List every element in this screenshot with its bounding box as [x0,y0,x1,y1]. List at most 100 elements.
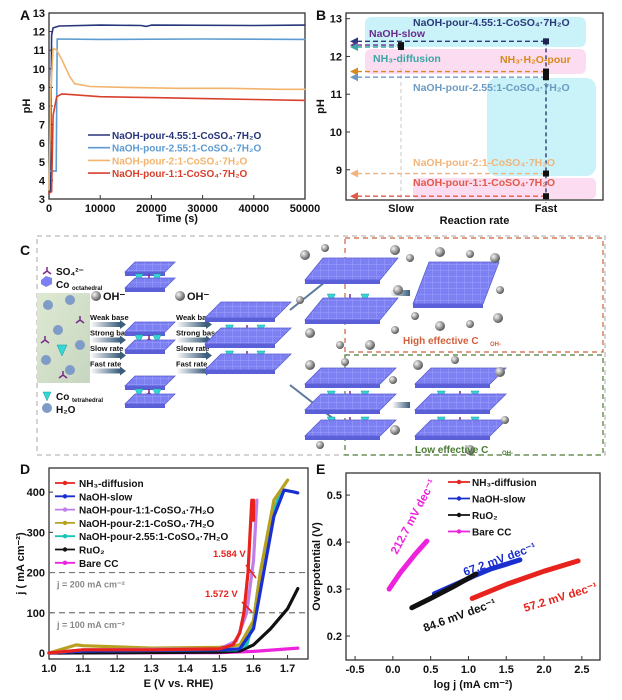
y-tick-label: 7 [39,120,45,132]
point-label: NaOH-pour-2:1-CoSO₄·7H₂O [413,157,555,169]
arrow-marker [350,169,358,178]
condition-label: Weak base [90,313,129,322]
co-tetrahedral-icon [152,334,162,345]
water-icon [75,340,85,350]
sulfate-icon [75,316,85,324]
hydroxide-sphere [493,313,503,323]
co-octahedral-layer [414,367,507,385]
layer-edge [205,344,275,348]
co-octahedral-layer [204,353,292,371]
condition-label: Slow rate [90,344,123,353]
panel-label-c: C [20,242,30,258]
x-tick-label: 1.3 [144,663,159,675]
x-tick-label: 1.4 [178,663,194,675]
legend-entry: NaOH-pour-2.55:1-CoSO₄·7H₂O [112,144,261,155]
arrow-head [206,351,212,360]
point-label: NaOH-pour-2.55:1-CoSO₄·7H₂O [413,82,570,94]
process-arrow [176,322,206,327]
co-octahedral-layer [124,261,176,273]
legend-entry: NaOH-pour-2:1-CoSO₄·7H₂O [79,519,215,530]
y-tick-label: 9 [336,165,342,177]
y-tick-label: 13 [330,14,342,26]
category-label: Slow [388,203,414,215]
legend-entry: Bare CC [472,528,511,539]
y-tick-label: 12 [330,51,342,63]
legend-marker [62,520,68,526]
series-line [48,93,306,195]
hydroxide-sphere [435,247,445,257]
point-label: NaOH-slow [369,28,426,40]
process-arrow [90,368,120,374]
arrow-marker [350,43,358,51]
arrow-head [206,320,212,329]
co-octahedral-layer [414,393,507,411]
co-octahedral-layer [124,339,176,351]
x-tick-label: 1.2 [110,663,125,675]
sulfate-icon [40,336,50,344]
x-tick-label: 1.5 [212,663,227,675]
sulfate-icon [58,371,68,379]
arrow-head [120,320,126,329]
data-point [543,170,549,177]
x-tick-label: 30000 [187,203,218,215]
legend-marker [456,512,462,518]
oh-label: OH⁻ [187,291,210,303]
y-tick-label: 10 [330,127,342,139]
hydroxide-sphere [321,244,329,252]
hydroxide-sphere [305,360,315,370]
y-tick-label: 5 [39,157,45,169]
y-tick-label: 12 [33,27,45,39]
condition-label: Strong base [176,329,219,338]
x-tick-label: 1.5 [499,664,514,676]
legend-sulfate: SO₄²⁻ [56,267,84,278]
layer-edge [125,350,165,354]
y-axis-label: pH [315,99,327,114]
series-line [386,538,430,592]
legend-entry: NaOH-pour-4.55:1-CoSO₄·7H₂O [112,131,261,142]
hydroxide-sphere [466,320,474,328]
hydroxide-sphere [406,254,414,262]
process-arrow [90,337,120,343]
hydroxide-sphere [336,341,344,349]
hydroxide-sphere [390,245,400,255]
low-effective-sub: OH- [502,451,513,457]
co-octahedral-icon [41,276,52,287]
water-icon [43,300,53,310]
layer-edge [125,404,165,408]
process-arrow [90,353,120,358]
co-tetrahedral-icon [152,388,162,399]
data-point [543,193,549,200]
annotation-label: 1.572 V [205,589,238,600]
arrow-marker [350,192,358,201]
y-tick-label: 0.2 [327,631,342,643]
x-tick-label: 1.0 [461,664,476,676]
legend-entry: NaOH-slow [472,495,526,506]
low-effective-label: Low effective C [415,445,488,456]
hydroxide-sphere [365,340,375,350]
process-arrow [90,322,120,327]
water-icon [65,365,75,375]
layer-edge [415,384,490,388]
y-tick-label: 200 [27,568,45,580]
y-tick-label: 9 [39,82,45,94]
process-arrow [176,368,206,374]
hydroxide-sphere [501,416,509,424]
hydroxide-sphere [435,321,445,331]
y-tick-label: 11 [330,89,342,101]
y-axis-label: j ( mA cm⁻²) [15,532,27,596]
layer-edge [205,318,275,322]
hydroxide-sphere [296,296,304,304]
layer-edge [413,304,483,308]
co-octahedral-layer [204,301,292,319]
x-axis-label: Reaction rate [440,215,510,227]
data-point [543,74,549,81]
point-label: NaOH-pour-4.55:1-CoSO₄·7H₂O [413,17,570,29]
x-tick-label: 0 [46,203,52,215]
x-tick-label: 10000 [85,203,116,215]
x-axis-label: log j (mA cm⁻²) [434,679,513,691]
x-tick-label: 0.5 [423,664,438,676]
series-line [47,586,300,655]
x-tick-label: 1.1 [75,663,90,675]
region-pink [365,49,586,74]
